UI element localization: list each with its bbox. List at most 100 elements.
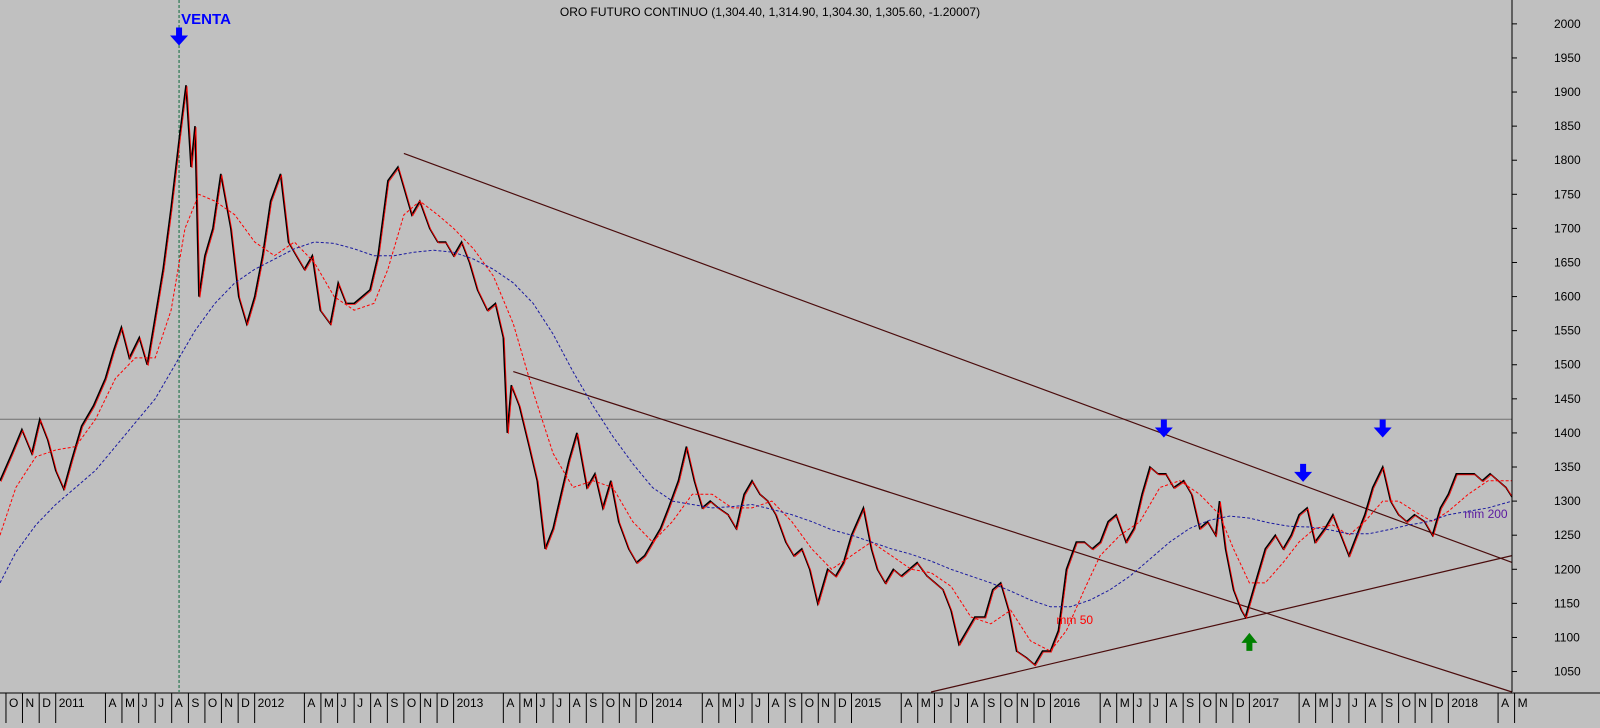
- trendline-1: [403, 152, 1513, 564]
- x-tick-label: N: [224, 696, 233, 710]
- y-tick-label: 1650: [1554, 255, 1581, 269]
- y-tick-label: 1200: [1554, 562, 1581, 576]
- x-tick-label: A: [970, 696, 978, 710]
- x-tick-label: 2017: [1252, 696, 1279, 710]
- x-tick-label: A: [1302, 696, 1310, 710]
- y-tick-label: 1750: [1554, 187, 1581, 201]
- x-tick-label: A: [108, 696, 116, 710]
- x-tick-label: O: [1402, 696, 1411, 710]
- x-tick-label: J: [1136, 696, 1142, 710]
- x-tick-label: M: [1319, 696, 1329, 710]
- x-tick-label: D: [241, 696, 250, 710]
- x-tick-label: J: [357, 696, 363, 710]
- x-tick-label: O: [606, 696, 615, 710]
- ma50-series: [0, 193, 1512, 652]
- x-tick-label: S: [1186, 696, 1194, 710]
- x-tick-label: N: [1219, 696, 1228, 710]
- trendlines: [403, 152, 1513, 693]
- x-tick-label: N: [1418, 696, 1427, 710]
- x-tick-label: 2015: [854, 696, 881, 710]
- x-tick-label: J: [937, 696, 943, 710]
- x-tick-label: N: [1020, 696, 1029, 710]
- y-axis-panel: [1512, 0, 1600, 723]
- x-tick-label: A: [573, 696, 581, 710]
- x-tick-label: J: [556, 696, 562, 710]
- y-tick-label: 1500: [1554, 358, 1581, 372]
- ma50-label: mm 50: [1056, 613, 1093, 627]
- x-tick-label: M: [1120, 696, 1130, 710]
- x-tick-label: S: [1385, 696, 1393, 710]
- x-tick-label: M: [722, 696, 732, 710]
- x-tick-label: O: [1203, 696, 1212, 710]
- x-tick-label: S: [589, 696, 597, 710]
- x-tick-label: J: [1335, 696, 1341, 710]
- venta-label: VENTA: [181, 11, 231, 28]
- y-tick-label: 1050: [1554, 665, 1581, 679]
- x-tick-label: 2011: [59, 696, 85, 710]
- x-tick-label: 2014: [656, 696, 683, 710]
- x-tick-label: J: [954, 696, 960, 710]
- x-tick-label: O: [805, 696, 814, 710]
- x-tick-label: J: [1352, 696, 1358, 710]
- x-tick-label: S: [390, 696, 398, 710]
- x-tick-label: D: [1435, 696, 1444, 710]
- trendline-2: [513, 370, 1513, 693]
- y-tick-label: 1300: [1554, 494, 1581, 508]
- x-tick-label: M: [921, 696, 931, 710]
- x-tick-label: A: [506, 696, 514, 710]
- y-tick-label: 1550: [1554, 324, 1581, 338]
- x-tick-label: 2013: [457, 696, 484, 710]
- y-tick-label: 1400: [1554, 426, 1581, 440]
- x-tick-label: J: [341, 696, 347, 710]
- chart-title: ORO FUTURO CONTINUO (1,304.40, 1,314.90,…: [560, 5, 980, 19]
- x-tick-label: A: [374, 696, 382, 710]
- x-tick-label: A: [307, 696, 315, 710]
- x-tick-label: M: [1518, 696, 1528, 710]
- x-tick-label: M: [125, 696, 135, 710]
- x-tick-label: D: [1037, 696, 1046, 710]
- y-tick-label: 1850: [1554, 119, 1581, 133]
- price-series-highlight: [0, 86, 1514, 667]
- x-tick-label: M: [324, 696, 334, 710]
- y-tick-label: 2000: [1554, 17, 1581, 31]
- x-tick-label: A: [1103, 696, 1111, 710]
- x-tick-label: A: [904, 696, 912, 710]
- y-tick-label: 1100: [1554, 630, 1580, 644]
- arrows: [170, 27, 1392, 651]
- x-tick-label: 2016: [1053, 696, 1080, 710]
- series: [0, 85, 1514, 667]
- sell-arrow-1: [170, 27, 189, 46]
- reference-lines: [0, 0, 1512, 692]
- y-tick-label: 1900: [1554, 85, 1581, 99]
- y-tick-label: 1150: [1554, 596, 1580, 610]
- x-tick-label: O: [1004, 696, 1013, 710]
- x-tick-label: S: [987, 696, 995, 710]
- x-tick-label: D: [42, 696, 51, 710]
- buy-arrow-1: [1241, 632, 1258, 651]
- x-tick-label: D: [1236, 696, 1245, 710]
- x-tick-label: 2012: [258, 696, 285, 710]
- x-tick-label: M: [523, 696, 533, 710]
- x-tick-label: N: [423, 696, 432, 710]
- x-tick-label: D: [440, 696, 449, 710]
- sell-arrow-4: [1373, 419, 1392, 438]
- y-tick-label: 1450: [1554, 392, 1581, 406]
- x-tick-label: O: [9, 696, 18, 710]
- ma200-label: mm 200: [1464, 507, 1508, 521]
- trendline-3: [930, 555, 1513, 693]
- x-tick-label: A: [175, 696, 183, 710]
- x-tick-label: J: [540, 696, 546, 710]
- x-tick-label: D: [639, 696, 648, 710]
- y-tick-label: 1700: [1554, 221, 1581, 235]
- x-tick-label: J: [142, 696, 148, 710]
- y-tick-label: 1600: [1554, 290, 1581, 304]
- x-tick-label: J: [1153, 696, 1159, 710]
- x-tick-label: J: [739, 696, 745, 710]
- y-tick-label: 1250: [1554, 528, 1581, 542]
- x-tick-label: A: [1501, 696, 1509, 710]
- x-tick-label: J: [755, 696, 761, 710]
